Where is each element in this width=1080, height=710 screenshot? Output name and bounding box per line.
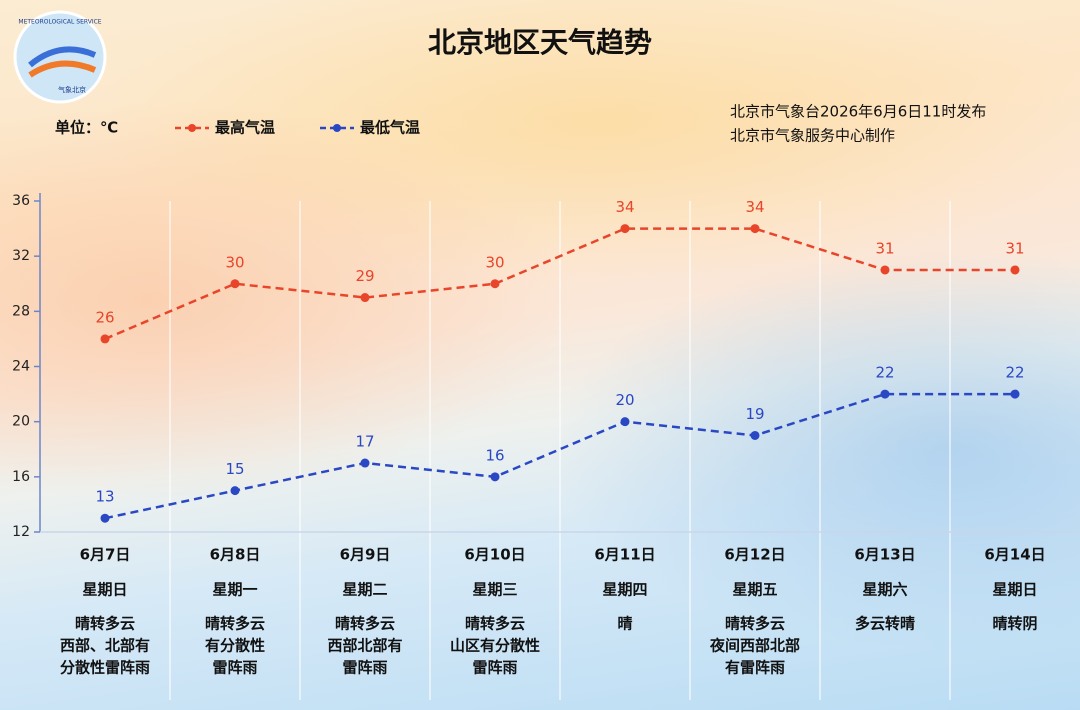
point bbox=[490, 472, 500, 482]
point bbox=[750, 430, 760, 440]
data-label: 34 bbox=[615, 198, 634, 216]
y-tick-label: 28 bbox=[12, 303, 30, 319]
x-tick-label: 6月9日 bbox=[340, 546, 391, 564]
data-label: 29 bbox=[355, 267, 374, 285]
weather: 晴转多云 bbox=[205, 615, 265, 633]
y-tick-label: 32 bbox=[12, 248, 30, 264]
weather: 夜间西部北部 bbox=[709, 637, 800, 655]
weekday: 星期五 bbox=[732, 581, 777, 599]
y-tick-label: 36 bbox=[12, 193, 30, 209]
weather: 西部北部有 bbox=[327, 637, 402, 655]
weekday: 星期四 bbox=[602, 581, 647, 599]
x-tick-label: 6月7日 bbox=[80, 546, 131, 564]
point bbox=[620, 224, 630, 234]
data-label: 30 bbox=[225, 253, 244, 271]
weather: 雷阵雨 bbox=[342, 659, 387, 677]
x-tick-label: 6月11日 bbox=[594, 546, 655, 564]
data-label: 22 bbox=[1005, 364, 1024, 382]
legend-label: 最低气温 bbox=[360, 119, 420, 137]
y-tick-label: 24 bbox=[12, 359, 30, 375]
data-label: 34 bbox=[745, 198, 764, 216]
legend-label: 最高气温 bbox=[215, 119, 275, 137]
weekday: 星期二 bbox=[342, 581, 387, 599]
x-tick-label: 6月14日 bbox=[984, 546, 1045, 564]
data-label: 15 bbox=[225, 460, 244, 478]
point bbox=[230, 279, 240, 289]
unit-label: 单位：℃ bbox=[55, 119, 118, 137]
point bbox=[490, 279, 500, 289]
legend-marker bbox=[188, 124, 196, 132]
point bbox=[100, 513, 110, 523]
weather: 晴转多云 bbox=[335, 615, 395, 633]
weekday: 星期日 bbox=[82, 581, 127, 599]
weather: 晴 bbox=[617, 615, 632, 633]
data-label: 17 bbox=[355, 433, 374, 451]
x-tick-label: 6月10日 bbox=[464, 546, 525, 564]
weather: 分散性雷阵雨 bbox=[60, 659, 150, 677]
logo-arc bbox=[28, 60, 97, 78]
weather: 雷阵雨 bbox=[472, 659, 517, 677]
point bbox=[880, 265, 890, 275]
point bbox=[880, 389, 890, 399]
logo-circle bbox=[13, 10, 107, 104]
series-line bbox=[104, 392, 1015, 520]
publisher: 北京市气象台2026年6月6日11时发布 bbox=[730, 103, 986, 121]
weekday: 星期一 bbox=[212, 581, 257, 599]
data-label: 19 bbox=[745, 405, 764, 423]
logo-text: METEOROLOGICAL SERVICE bbox=[18, 19, 101, 26]
weather: 山区有分散性 bbox=[450, 637, 540, 655]
legend-marker bbox=[333, 124, 341, 132]
logo: METEOROLOGICAL SERVICE 气象北京 bbox=[13, 10, 107, 104]
weather: 晴转多云 bbox=[465, 615, 525, 633]
point bbox=[230, 486, 240, 496]
point bbox=[100, 334, 110, 344]
data-label: 16 bbox=[485, 446, 504, 464]
publisher: 北京市气象服务中心制作 bbox=[730, 127, 895, 145]
data-label: 31 bbox=[875, 239, 894, 257]
weather: 雷阵雨 bbox=[212, 659, 257, 677]
data-label: 31 bbox=[1005, 239, 1024, 257]
weather: 西部、北部有 bbox=[60, 637, 150, 655]
point bbox=[1010, 389, 1020, 399]
logo-arc bbox=[28, 46, 97, 68]
weekday: 星期三 bbox=[472, 581, 517, 599]
x-tick-label: 6月8日 bbox=[210, 546, 261, 564]
weather: 有分散性 bbox=[205, 637, 265, 655]
data-label: 13 bbox=[95, 488, 114, 506]
point bbox=[750, 224, 760, 234]
weekday: 星期日 bbox=[992, 581, 1037, 599]
weather: 晴转阴 bbox=[992, 615, 1037, 633]
y-tick-label: 12 bbox=[12, 524, 30, 540]
weather: 晴转多云 bbox=[725, 615, 785, 633]
point bbox=[360, 458, 370, 468]
series-line bbox=[104, 227, 1015, 341]
y-tick-label: 20 bbox=[12, 414, 30, 430]
x-tick-label: 6月12日 bbox=[724, 546, 785, 564]
point bbox=[360, 293, 370, 303]
chart-title: 北京地区天气趋势 bbox=[428, 26, 652, 59]
weekday: 星期六 bbox=[862, 581, 907, 599]
weather: 有雷阵雨 bbox=[725, 659, 785, 677]
data-label: 22 bbox=[875, 364, 894, 382]
data-label: 26 bbox=[95, 308, 114, 326]
weather: 晴转多云 bbox=[75, 615, 135, 633]
y-tick-label: 16 bbox=[12, 469, 30, 485]
point bbox=[620, 417, 630, 427]
logo-text: 气象北京 bbox=[58, 85, 86, 94]
data-label: 20 bbox=[615, 391, 634, 409]
weather: 多云转晴 bbox=[855, 615, 915, 633]
point bbox=[1010, 265, 1020, 275]
x-tick-label: 6月13日 bbox=[854, 546, 915, 564]
data-label: 30 bbox=[485, 253, 504, 271]
